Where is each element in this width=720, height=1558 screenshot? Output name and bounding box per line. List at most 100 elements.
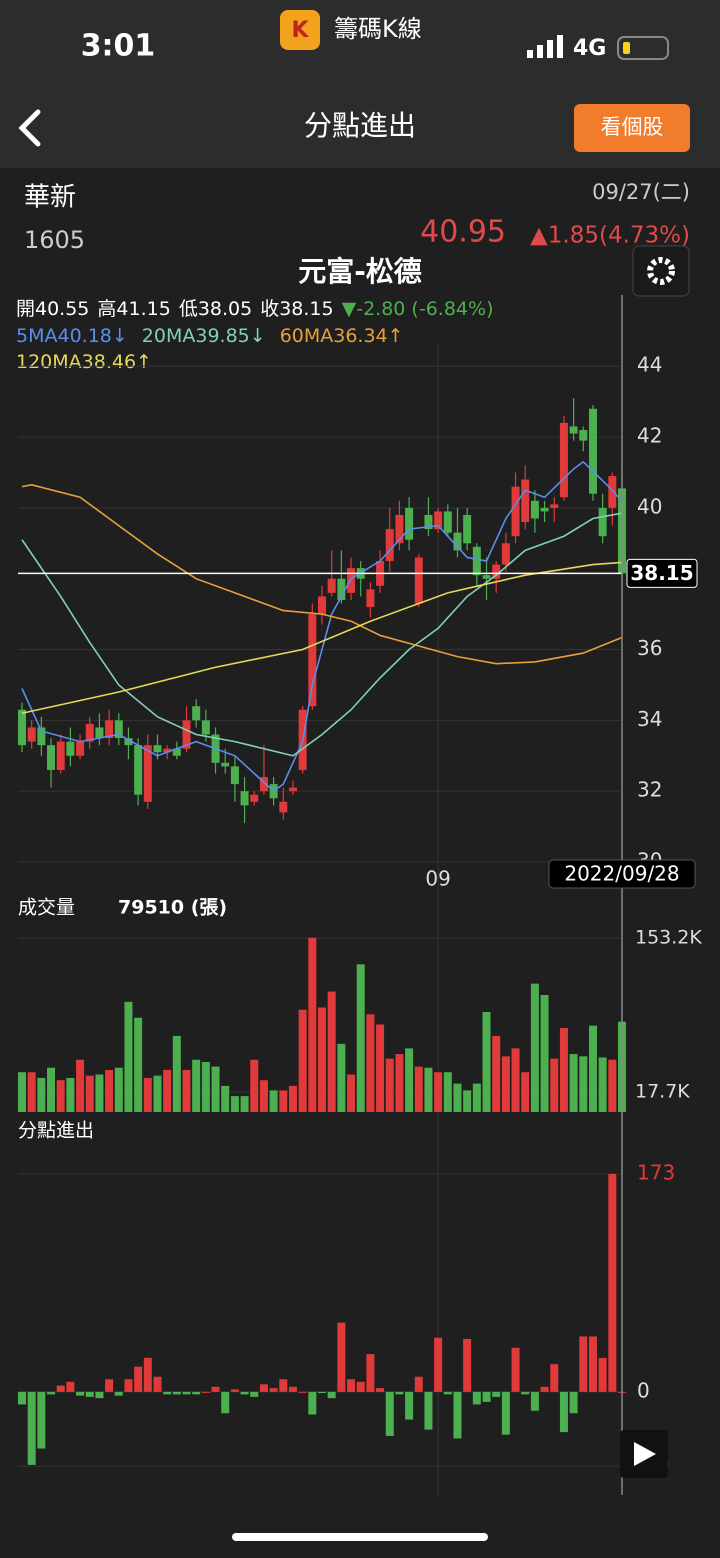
y-tick-label: 34 (637, 707, 662, 731)
candle-body (482, 575, 491, 579)
candle-body (414, 557, 423, 604)
volume-value: 79510 (張) (118, 897, 227, 919)
volume-bar (579, 1056, 588, 1112)
candle-body (172, 748, 181, 756)
candle-body (385, 529, 394, 562)
volume-bar (463, 1090, 472, 1112)
candle-body (259, 777, 268, 792)
volume-bar (530, 983, 539, 1112)
candle-body (501, 543, 510, 565)
volume-bar (172, 1035, 181, 1112)
legend-entry: 20MA39.85↓ (142, 325, 266, 347)
candle-body (37, 727, 46, 746)
y-tick-label: 36 (637, 636, 662, 660)
chart-title: 元富-松德 (298, 255, 422, 288)
net-bar (47, 1391, 56, 1395)
net-bar (414, 1376, 423, 1392)
net-bar (221, 1391, 230, 1414)
net-bar (134, 1366, 143, 1392)
volume-bar (414, 1066, 423, 1112)
ma-line (21, 512, 623, 757)
candle-body (95, 727, 104, 739)
candle-body (608, 476, 617, 508)
volume-bar (588, 1025, 597, 1112)
net-bar (269, 1388, 278, 1392)
net-bar (105, 1379, 114, 1392)
net-bar (453, 1391, 462, 1439)
net-bar (201, 1391, 210, 1393)
candle-body (163, 748, 172, 753)
net-bar (66, 1381, 75, 1392)
battery (617, 36, 669, 60)
back-button[interactable] (18, 109, 41, 147)
net-bar (163, 1391, 172, 1395)
ma-legend: 5MA40.18↓ 20MA39.85↓ 60MA36.34↑ (16, 325, 404, 347)
candle-body (521, 479, 530, 523)
candle-body (85, 723, 94, 742)
candle-body (221, 762, 230, 767)
ma-line (21, 484, 623, 665)
volume-bar (608, 1059, 617, 1112)
net-bar (530, 1391, 539, 1411)
candle-body (182, 720, 191, 749)
net-bar (318, 1391, 326, 1394)
y-tick-label: 32 (637, 778, 662, 802)
stock-button[interactable] (574, 104, 690, 152)
volume-bar (153, 1075, 162, 1112)
ohlc-item: ▼-2.80 (-6.84%) (342, 298, 494, 320)
net-bar (114, 1391, 123, 1396)
net-bar (598, 1357, 607, 1392)
net-bar (172, 1391, 181, 1395)
candle-body (569, 426, 578, 434)
gear-icon (647, 257, 675, 285)
candle-body (288, 787, 297, 792)
candle-body (405, 507, 414, 540)
volume-bar (376, 1024, 385, 1112)
candle-body (472, 546, 481, 576)
net-bar (250, 1391, 259, 1397)
net-bar (463, 1338, 472, 1392)
net-bar (347, 1379, 356, 1392)
y-tick-label: 0 (637, 1378, 650, 1402)
crosshair-date: 2022/09/28 (564, 862, 679, 886)
candle-body (318, 596, 326, 615)
candle-body (347, 568, 356, 593)
net-bar (124, 1379, 133, 1392)
net-bar (395, 1391, 404, 1395)
volume-bar (443, 1072, 452, 1112)
candle-body (424, 514, 433, 530)
net-bar (356, 1381, 365, 1392)
volume-bar (124, 1001, 133, 1112)
volume-bar (337, 1043, 346, 1112)
volume-bar (85, 1075, 94, 1112)
ohlc-item: 開40.55 (16, 298, 89, 320)
net-bar (76, 1391, 85, 1396)
candle-body (134, 745, 143, 795)
y-tick-label: 153.2K (635, 926, 702, 948)
volume-bar (66, 1077, 75, 1112)
net-bar (298, 1391, 307, 1393)
volume-bar (134, 1017, 143, 1112)
volume-bar (114, 1067, 123, 1112)
volume-bar (143, 1077, 152, 1112)
net-bar (308, 1391, 317, 1415)
volume-bar (492, 1035, 501, 1112)
home-indicator (232, 1533, 488, 1541)
net-bar (279, 1379, 288, 1392)
candle-body (76, 741, 85, 756)
candle-body (201, 720, 210, 735)
candle-body (240, 791, 249, 806)
app-icon (280, 10, 320, 50)
volume-bar (453, 1083, 462, 1112)
net-bar (540, 1386, 549, 1392)
volume-bar (327, 991, 336, 1112)
net-bar (501, 1391, 510, 1435)
app-icon-k: K (291, 18, 309, 43)
volume-bar (230, 1096, 239, 1112)
ohlc-item: 收38.15 (260, 298, 333, 320)
candle-body (27, 727, 36, 742)
volume-bar (163, 1069, 172, 1112)
volume-bar (250, 1059, 259, 1112)
